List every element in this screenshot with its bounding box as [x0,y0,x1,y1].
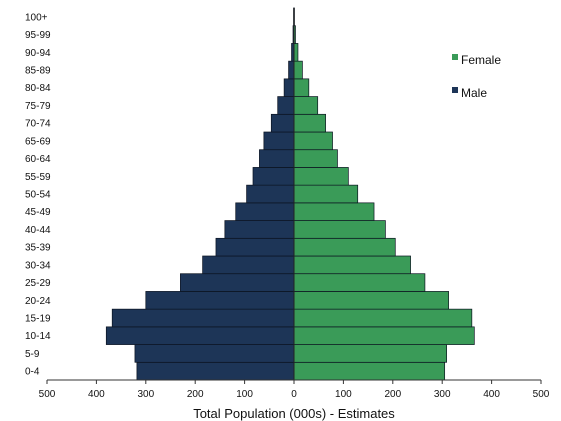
bar-female-70-74 [293,113,326,133]
bar-male-65-69 [263,131,295,151]
age-label: 0-4 [25,367,40,378]
age-label: 25-29 [25,278,51,289]
legend-label-male: Male [461,86,487,100]
age-label: 20-24 [25,296,51,307]
bar-female-0-4 [293,361,446,381]
x-axis-title: Total Population (000s) - Estimates [193,406,395,421]
bar-male-25-29 [180,273,295,292]
bar-female-10-14 [293,326,475,345]
age-label: 95-99 [25,30,51,41]
bar-male-5-9 [134,344,295,363]
bar-male-70-74 [270,113,295,133]
bar-female-45-49 [293,202,375,221]
bar-female-60-64 [293,149,338,168]
age-label: 60-64 [25,154,51,165]
bar-female-15-19 [293,308,473,328]
bar-female-75-79 [293,96,319,115]
bar-male-0-4 [136,361,295,381]
bar-male-50-54 [246,184,295,204]
age-label: 85-89 [25,66,51,77]
age-label: 100+ [25,12,48,23]
x-tick-label: 200 [187,389,204,400]
x-tick-label: 400 [88,389,105,400]
bar-female-65-69 [293,131,333,151]
bar-male-75-79 [277,96,295,115]
bar-female-25-29 [293,273,426,292]
x-tick-label: 100 [335,389,352,400]
age-label: 70-74 [25,119,51,130]
bar-male-60-64 [259,149,295,168]
age-label: 30-34 [25,260,51,271]
bar-male-40-44 [224,220,295,239]
bar-female-5-9 [293,344,447,363]
bar-female-85-89 [293,60,303,80]
x-tick-label: 500 [39,389,56,400]
bar-female-30-34 [293,255,411,275]
x-tick-label: 0 [291,389,297,400]
age-group-labels: 0-4 5-9 10-14 15-19 20-24 25-29 30-34 35-39 40-4… [25,12,51,377]
bar-female-35-39 [293,237,396,257]
age-label: 80-84 [25,83,51,94]
age-label: 5-9 [25,349,40,360]
age-label: 35-39 [25,243,51,254]
bar-male-80-84 [283,78,295,97]
x-axis-ticks: 500 400 300 200 100 0 100 200 300 400 500 [39,380,550,400]
bars-layer [105,7,475,381]
bar-male-10-14 [105,326,295,345]
bar-female-50-54 [293,184,359,204]
x-tick-label: 100 [236,389,253,400]
age-label: 10-14 [25,331,51,342]
x-tick-label: 300 [137,389,154,400]
bar-female-80-84 [293,78,310,97]
legend-swatch-female [452,54,458,60]
bar-male-20-24 [145,291,295,310]
bar-male-30-34 [202,255,295,275]
bar-male-45-49 [235,202,295,221]
bar-male-55-59 [252,167,295,186]
age-label: 40-44 [25,225,51,236]
x-tick-label: 500 [533,389,550,400]
bar-female-55-59 [293,167,349,186]
x-tick-label: 300 [434,389,451,400]
age-label: 55-59 [25,172,51,183]
age-label: 45-49 [25,207,51,218]
age-label: 75-79 [25,101,51,112]
bar-male-15-19 [111,308,295,328]
bar-male-35-39 [215,237,295,257]
bar-female-90-94 [293,43,299,62]
bar-male-85-89 [288,60,295,80]
age-label: 15-19 [25,314,51,325]
bar-female-20-24 [293,291,449,310]
age-label: 90-94 [25,48,51,59]
x-tick-label: 200 [384,389,401,400]
age-label: 65-69 [25,136,51,147]
age-label: 50-54 [25,190,51,201]
legend: Female Male [452,53,501,100]
bar-female-40-44 [293,220,386,239]
legend-swatch-male [452,87,458,93]
legend-label-female: Female [461,53,501,67]
x-tick-label: 400 [483,389,500,400]
